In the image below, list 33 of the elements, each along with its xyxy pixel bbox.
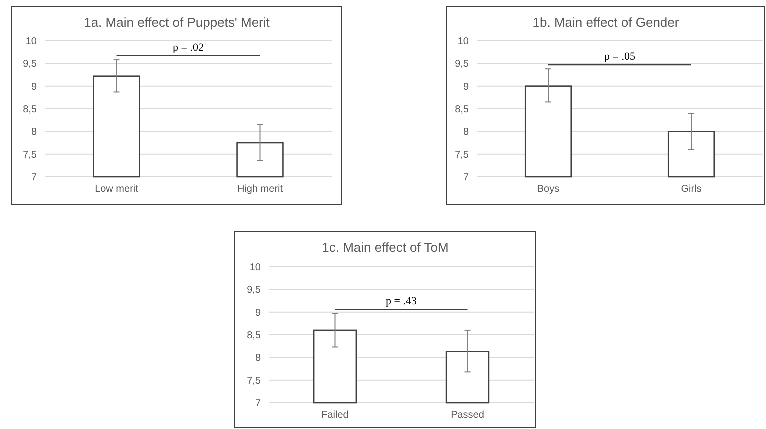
y-tick-label: 9,5 [23,59,38,70]
chart-title: 1b. Main effect of Gender [532,15,680,30]
y-tick-label: 10 [26,36,38,48]
y-tick-label: 9 [463,82,470,93]
y-tick-label: 8 [463,127,470,138]
y-tick-label: 10 [250,262,262,274]
annotation: p = .05 [604,51,636,64]
y-tick-label: 7,5 [23,150,38,161]
x-tick-label: High merit [237,184,284,195]
y-tick-label: 7 [463,172,470,184]
annotation: p = .02 [173,42,204,54]
y-tick-label: 8,5 [455,104,470,116]
annotation: p = .43 [386,296,418,308]
x-tick-label: Failed [322,410,349,421]
y-tick-label: 8,5 [247,330,262,342]
y-tick-label: 7 [255,398,262,410]
x-tick-label: Low merit [95,184,139,195]
y-tick-label: 8 [31,127,38,138]
y-tick-label: 8 [255,353,262,364]
y-tick-label: 8,5 [23,104,38,116]
y-tick-label: 7,5 [247,376,262,387]
y-tick-label: 7 [31,172,38,184]
x-tick-label: Passed [451,410,484,421]
x-tick-label: Boys [537,184,560,195]
y-tick-label: 7,5 [455,150,470,161]
y-tick-label: 10 [458,36,470,48]
y-tick-label: 9,5 [247,285,262,296]
chart-title: 1c. Main effect of ToM [322,240,449,255]
y-tick-label: 9,5 [455,59,470,70]
x-tick-label: Girls [681,184,702,195]
chart-title: 1a. Main effect of Puppets' Merit [84,15,270,30]
y-tick-label: 9 [255,308,262,319]
y-tick-label: 9 [31,82,38,93]
